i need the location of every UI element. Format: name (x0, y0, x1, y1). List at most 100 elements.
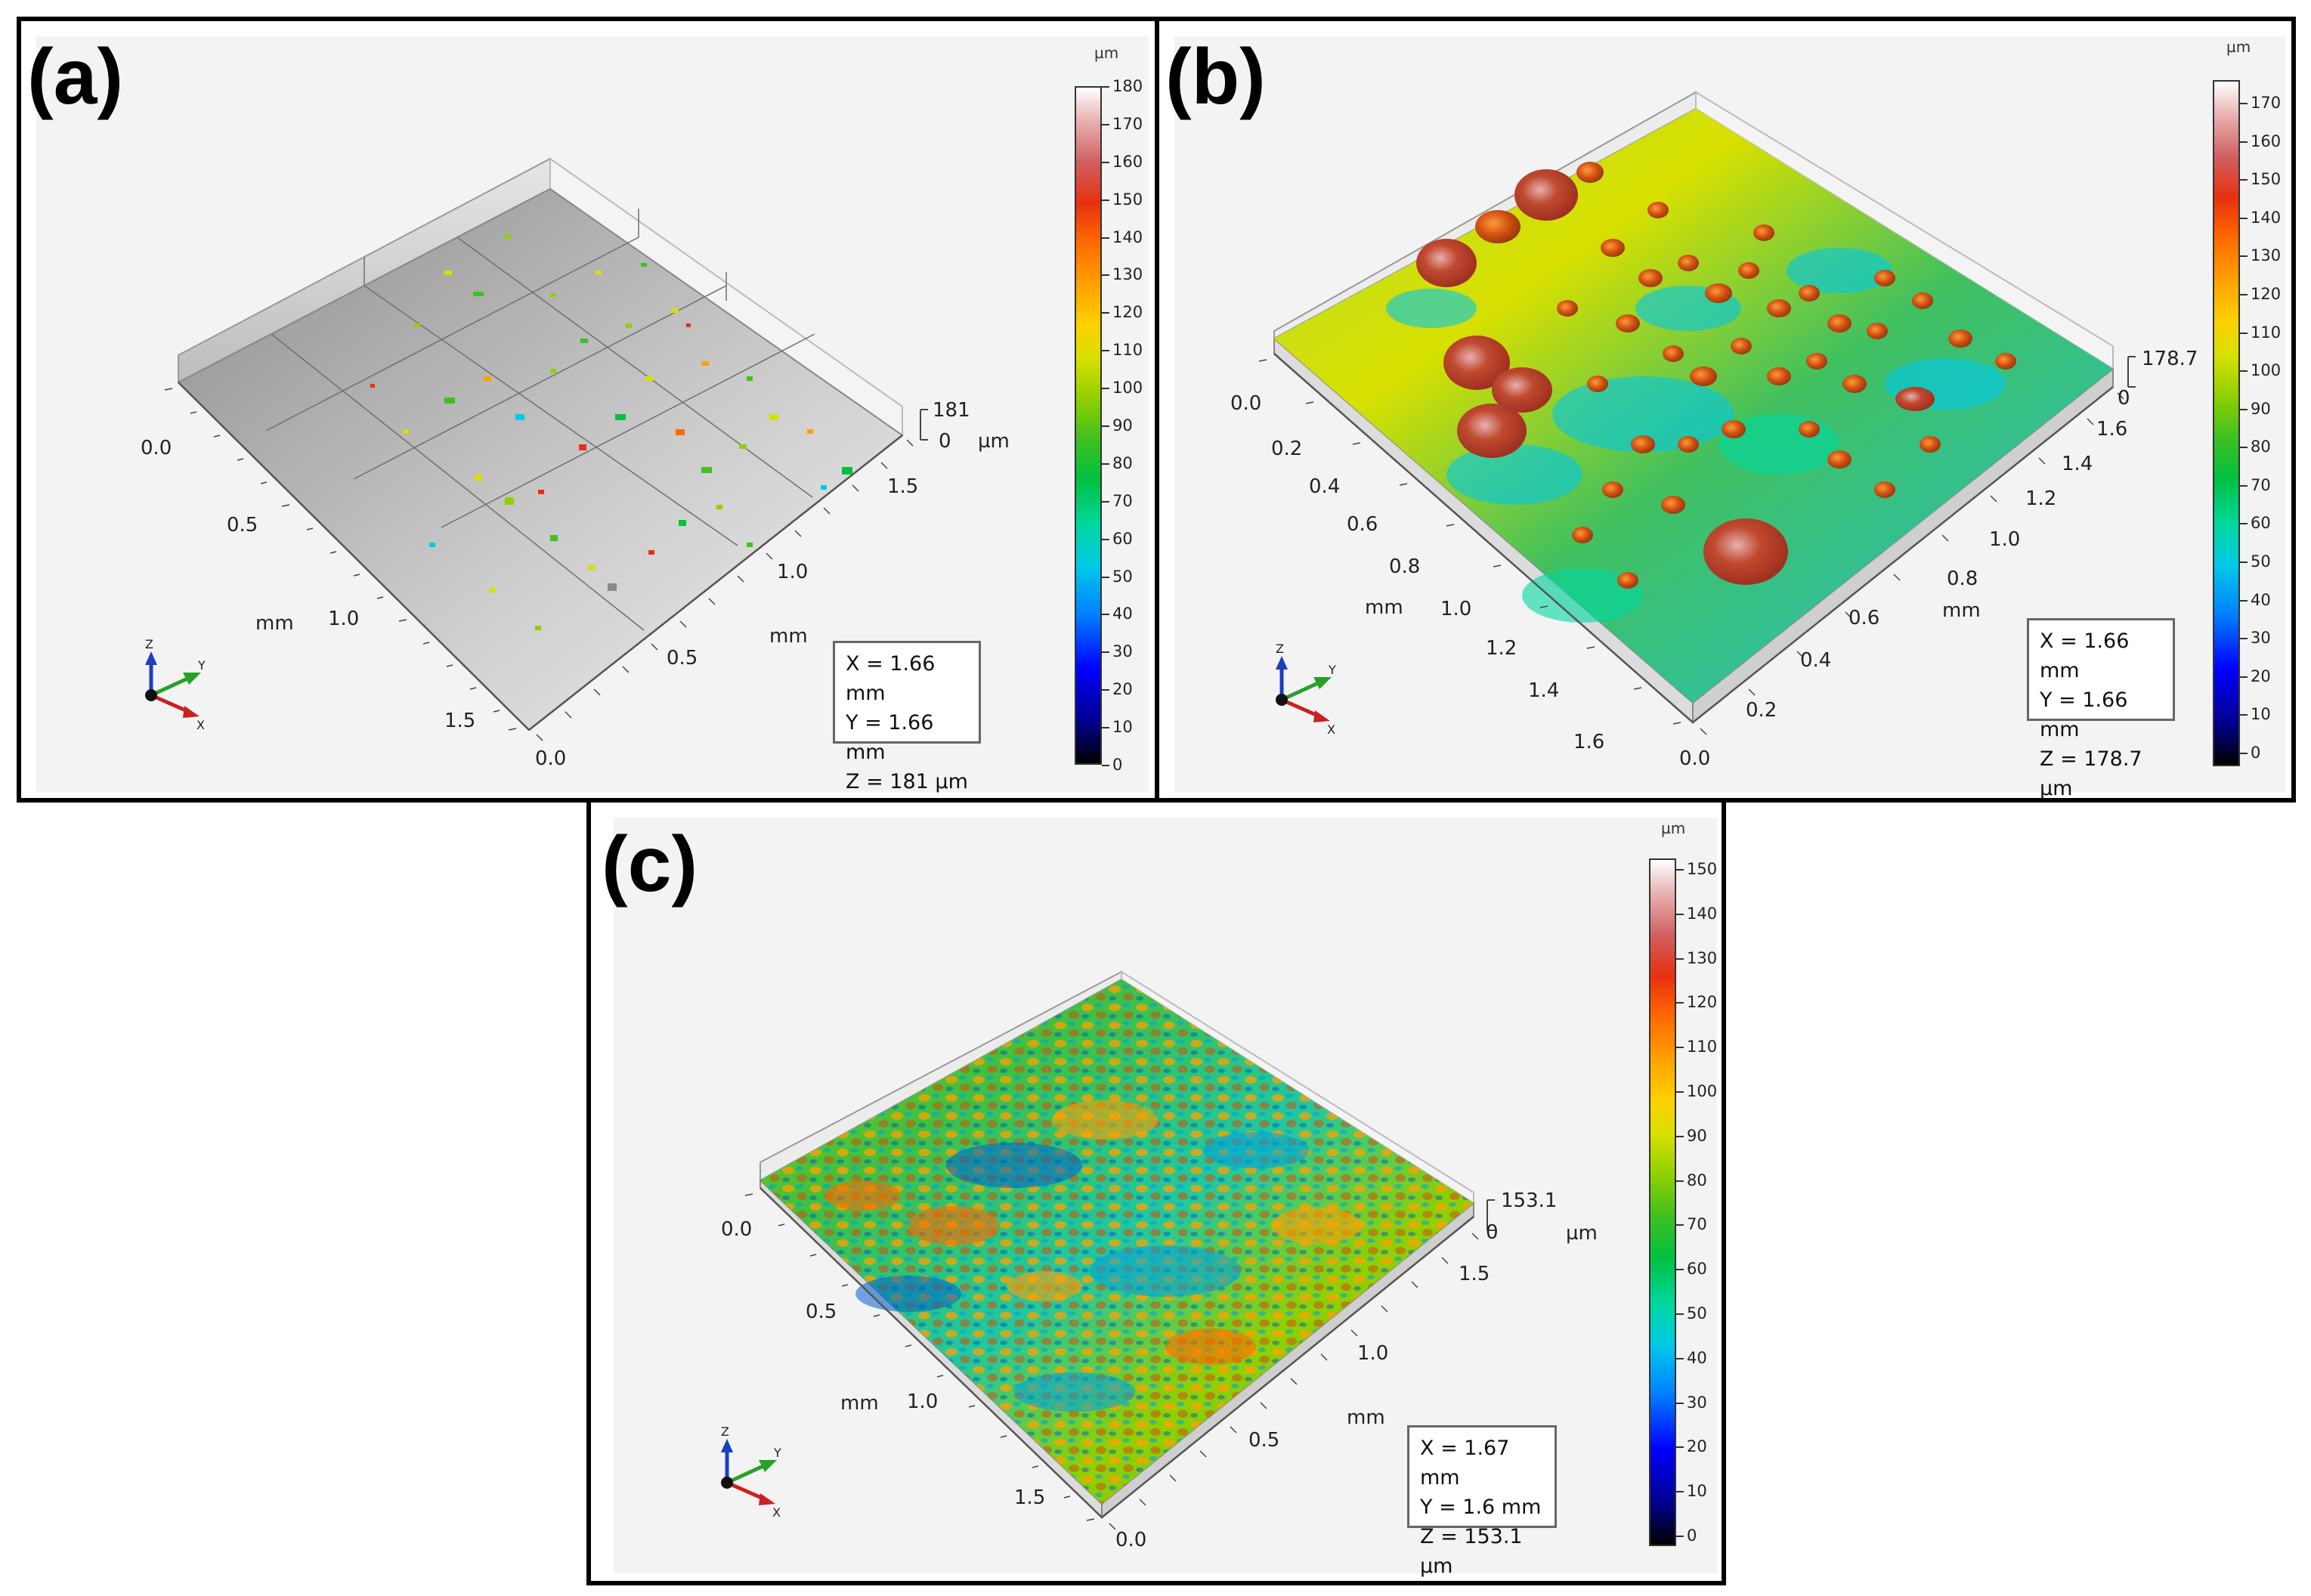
colorbar-tick-mark (2240, 447, 2248, 449)
right-axis-unit: mm (769, 625, 808, 648)
right-axis-unit: mm (1942, 599, 1981, 622)
colorbar-tick-label: 90 (1112, 416, 1133, 435)
colorbar-tick-mark (2240, 638, 2248, 640)
right-axis-tick-3: 0.0 (1115, 1529, 1146, 1551)
surface-texture (760, 979, 1474, 1504)
colorbar-tick-mark (2240, 217, 2248, 219)
colorbar-tick-label: 70 (1687, 1215, 1707, 1234)
colorbar-tick-mark (2240, 293, 2248, 295)
colorbar-tick-mark (1676, 1135, 1684, 1137)
colorbar-tick-mark (1102, 425, 1109, 427)
colorbar-tick-mark (1102, 689, 1109, 691)
left-axis-tick-8: 1.6 (1573, 731, 1604, 753)
surface-floor (177, 187, 904, 732)
colorbar-tick-mark (1102, 765, 1109, 766)
panel-a: (a) (17, 17, 1159, 803)
right-axis-ticks (1109, 1233, 1479, 1530)
right-axis-ticks (536, 439, 914, 741)
surface-plot-a: 181 0 µm 0.0 0.5 1.0 1.5 mm 1.5 1.0 0.5 … (141, 157, 1010, 770)
colorbar-tick-mark (1102, 538, 1109, 540)
colorbar-tick-label: 150 (1112, 190, 1143, 209)
info-x: X = 1.67 mm (1420, 1437, 1510, 1489)
left-axis-tick-2: 1.0 (907, 1390, 938, 1413)
colorbar-tick-label: 100 (1112, 379, 1143, 397)
colorbar-a: µm 180 170 160 150 140 130 120 110 100 90 80 70 60 50… (1055, 39, 1155, 780)
colorbar-tick-mark (1676, 913, 1684, 915)
colorbar-tick-label: 40 (1112, 605, 1133, 623)
info-z: Z = 181 µm (846, 770, 968, 793)
colorbar-tick-label: 10 (1687, 1482, 1707, 1501)
surface-plot-c: 153.1 0 µm 0.0 0.5 1.0 1.5 mm 1.5 1.0 0.… (721, 970, 1598, 1551)
z-axis-bottom-label: 0 (939, 430, 951, 453)
surface-peaks (825, 1100, 1362, 1365)
colorbar-tick-label: 10 (1112, 718, 1133, 737)
colorbar-tick-mark (1102, 614, 1109, 616)
left-axis-ticks (744, 1193, 1095, 1521)
colorbar-tick-label: 0 (1687, 1526, 1697, 1545)
colorbar-tick-mark (1676, 1357, 1684, 1359)
dimension-info-box: X = 1.66 mm Y = 1.66 mm Z = 181 µm (833, 641, 981, 793)
colorbar-tick-mark (1102, 727, 1109, 729)
surface-valleys (1386, 248, 2006, 623)
surface-particles (370, 234, 852, 630)
right-axis-tick-7: 0.2 (1746, 699, 1777, 722)
triad-x-label: X (1327, 722, 1335, 737)
colorbar-tick-label: 170 (1112, 114, 1143, 133)
colorbar-tick-label: 110 (1112, 341, 1143, 360)
panel-b: (b) (1155, 17, 2296, 803)
colorbar-tick-mark (1102, 350, 1109, 352)
colorbar-tick-label: 40 (1687, 1348, 1707, 1367)
colorbar-tick-mark (1102, 500, 1109, 503)
colorbar-tick-label: 100 (1687, 1082, 1718, 1100)
colorbar-tick-mark (1676, 1002, 1684, 1004)
axis-triad-icon: Z Y X (1276, 642, 1336, 737)
right-axis-tick-0: 1.5 (887, 475, 918, 498)
panel-b-label: (b) (1165, 33, 1266, 121)
left-axis-tick-1: 0.5 (806, 1301, 837, 1323)
right-axis-ticks (1700, 392, 2124, 735)
left-axis-tick-0: 0.0 (721, 1218, 752, 1241)
colorbar-unit: µm (2226, 38, 2251, 56)
colorbar-tick-label: 150 (1687, 860, 1718, 878)
triad-x-label: X (772, 1505, 781, 1520)
triad-y-label: Y (773, 1446, 781, 1460)
right-axis-tick-1: 1.0 (1357, 1342, 1388, 1365)
colorbar-tick-mark (2240, 332, 2248, 334)
z-axis-bottom-label: 0 (1486, 1221, 1499, 1244)
panel-c: (c) (586, 798, 1726, 1585)
colorbar-tick-mark (2240, 141, 2248, 143)
right-axis-tick-0: 1.5 (1459, 1263, 1490, 1285)
colorbar-tick-label: 50 (2251, 552, 2271, 571)
colorbar-tick-label: 30 (1112, 642, 1133, 661)
left-axis-tick-4: 0.8 (1389, 555, 1420, 578)
colorbar-tick-label: 80 (2251, 438, 2271, 456)
left-axis-ticks (1258, 359, 1681, 725)
panel-c-label: (c) (602, 821, 698, 908)
colorbar-b: µm 170 160 150 140 130 120 110 100 90 80 70 60 50 40 3… (2193, 35, 2291, 783)
colorbar-tick-mark (1676, 1313, 1684, 1315)
colorbar-tick-label: 90 (2251, 399, 2271, 418)
triad-z-label: Z (721, 1424, 729, 1439)
colorbar-gradient (1075, 86, 1102, 765)
right-axis-tick-6: 0.4 (1800, 649, 1831, 672)
colorbar-tick-label: 150 (2251, 170, 2282, 189)
colorbar-tick-mark (2240, 255, 2248, 258)
colorbar-tick-mark (2240, 408, 2248, 410)
left-axis-ticks (164, 388, 517, 731)
right-axis-tick-5: 0.6 (1848, 607, 1879, 629)
colorbar-tick-label: 100 (2251, 361, 2282, 380)
colorbar-tick-label: 110 (2251, 323, 2282, 342)
right-axis-tick-3: 0.0 (535, 747, 566, 770)
left-axis-unit: mm (1365, 596, 1403, 619)
surface-valleys (855, 1132, 1309, 1412)
colorbar-tick-label: 130 (2251, 246, 2282, 265)
colorbar-tick-mark (2240, 599, 2248, 602)
colorbar-tick-mark (2240, 523, 2248, 525)
colorbar-tick-mark (1676, 957, 1684, 960)
right-axis-tick-3: 1.0 (1989, 528, 2020, 551)
colorbar-tick-label: 140 (1112, 227, 1143, 246)
colorbar-tick-label: 90 (1687, 1126, 1707, 1145)
colorbar-tick-label: 120 (1112, 303, 1143, 322)
colorbar-tick-label: 30 (2251, 629, 2271, 648)
colorbar-tick-mark (1102, 274, 1109, 277)
